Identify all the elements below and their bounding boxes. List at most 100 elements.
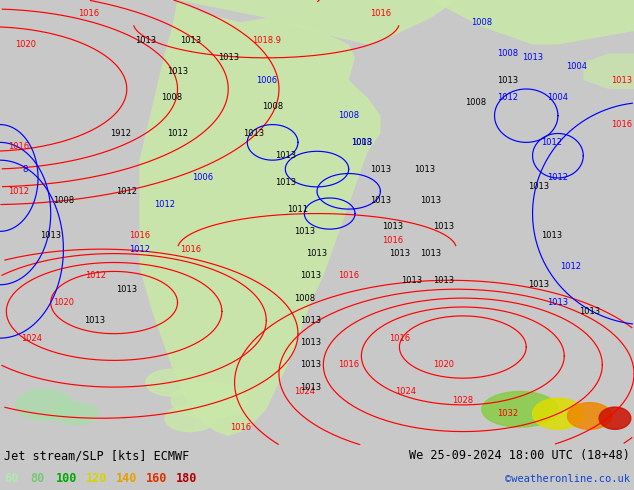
Text: 1013: 1013 xyxy=(611,75,632,85)
Text: 1013: 1013 xyxy=(179,36,201,45)
Text: 1016: 1016 xyxy=(382,236,404,245)
Text: 1016: 1016 xyxy=(338,271,359,280)
Text: 1013: 1013 xyxy=(420,196,442,205)
Text: 1013: 1013 xyxy=(433,276,455,285)
Text: 1013: 1013 xyxy=(300,360,321,369)
Text: 8: 8 xyxy=(23,165,28,173)
Text: 1012: 1012 xyxy=(167,129,188,138)
Text: 1016: 1016 xyxy=(78,9,100,18)
Text: 1018.9: 1018.9 xyxy=(252,36,281,45)
Text: 1012: 1012 xyxy=(129,245,150,254)
Text: 1013: 1013 xyxy=(351,138,372,147)
Text: 1013: 1013 xyxy=(300,316,321,325)
Text: 1016: 1016 xyxy=(179,245,201,254)
Text: 1013: 1013 xyxy=(370,165,391,173)
Text: 1013: 1013 xyxy=(579,307,600,316)
Text: 1013: 1013 xyxy=(541,231,562,240)
Text: We 25-09-2024 18:00 UTC (18+48): We 25-09-2024 18:00 UTC (18+48) xyxy=(409,449,630,463)
Text: 1013: 1013 xyxy=(401,276,423,285)
Text: 1012: 1012 xyxy=(116,187,138,196)
Polygon shape xyxy=(583,53,634,89)
Text: 1016: 1016 xyxy=(338,360,359,369)
Polygon shape xyxy=(146,369,197,396)
Text: 1013: 1013 xyxy=(547,298,569,307)
Text: 1012: 1012 xyxy=(541,138,562,147)
Text: 1013: 1013 xyxy=(275,178,296,187)
Text: 1008: 1008 xyxy=(351,138,372,147)
Text: 1013: 1013 xyxy=(528,182,550,192)
Polygon shape xyxy=(54,403,98,425)
Text: 1013: 1013 xyxy=(135,36,157,45)
Text: 1013: 1013 xyxy=(300,271,321,280)
Text: 1008: 1008 xyxy=(53,196,74,205)
Text: 1012: 1012 xyxy=(547,173,569,182)
Text: 1006: 1006 xyxy=(192,173,214,182)
Text: 1013: 1013 xyxy=(167,67,188,75)
Text: 1912: 1912 xyxy=(110,129,131,138)
Text: 1020: 1020 xyxy=(15,40,36,49)
Text: 140: 140 xyxy=(116,472,138,486)
Text: 1006: 1006 xyxy=(256,75,277,85)
Text: 1008: 1008 xyxy=(471,18,493,27)
Text: 1016: 1016 xyxy=(129,231,150,240)
Polygon shape xyxy=(599,407,631,429)
Text: 1013: 1013 xyxy=(300,338,321,347)
Polygon shape xyxy=(171,383,247,418)
Text: 1013: 1013 xyxy=(528,280,550,289)
Text: 1008: 1008 xyxy=(496,49,518,58)
Text: 1013: 1013 xyxy=(496,75,518,85)
Text: 1024: 1024 xyxy=(395,387,417,396)
Text: 1013: 1013 xyxy=(306,249,328,258)
Text: ©weatheronline.co.uk: ©weatheronline.co.uk xyxy=(505,474,630,484)
Text: 1013: 1013 xyxy=(275,151,296,160)
Text: 1020: 1020 xyxy=(433,360,455,369)
Text: 1012: 1012 xyxy=(84,271,106,280)
Text: 160: 160 xyxy=(146,472,167,486)
Polygon shape xyxy=(16,390,73,420)
Text: 1016: 1016 xyxy=(611,120,632,129)
Polygon shape xyxy=(165,405,216,432)
Text: 1013: 1013 xyxy=(433,222,455,231)
Text: 120: 120 xyxy=(86,472,107,486)
Text: 1028: 1028 xyxy=(452,396,474,405)
Text: 1016: 1016 xyxy=(389,334,410,343)
Text: 1013: 1013 xyxy=(300,383,321,392)
Text: 80: 80 xyxy=(30,472,44,486)
Text: 1008: 1008 xyxy=(338,111,359,120)
Text: 1013: 1013 xyxy=(217,53,239,62)
Text: 1020: 1020 xyxy=(53,298,74,307)
Text: 1013: 1013 xyxy=(382,222,404,231)
Text: 1012: 1012 xyxy=(496,94,518,102)
Text: 1016: 1016 xyxy=(370,9,391,18)
Text: 1013: 1013 xyxy=(243,129,264,138)
Text: 1012: 1012 xyxy=(8,187,30,196)
Text: 1013: 1013 xyxy=(420,249,442,258)
Text: 1012: 1012 xyxy=(154,200,176,209)
Text: 1004: 1004 xyxy=(566,62,588,71)
Text: 1024: 1024 xyxy=(21,334,42,343)
Text: 1013: 1013 xyxy=(522,53,543,62)
Text: 1016: 1016 xyxy=(8,142,30,151)
Text: 1013: 1013 xyxy=(389,249,410,258)
Text: 1008: 1008 xyxy=(262,102,283,111)
Text: 1024: 1024 xyxy=(294,387,315,396)
Text: 1013: 1013 xyxy=(414,165,436,173)
Polygon shape xyxy=(431,0,634,45)
Text: 1013: 1013 xyxy=(40,231,61,240)
Text: 1008: 1008 xyxy=(160,94,182,102)
Text: 1013: 1013 xyxy=(370,196,391,205)
Text: 1013: 1013 xyxy=(116,285,138,294)
Polygon shape xyxy=(482,392,558,427)
Text: 1011: 1011 xyxy=(287,205,309,214)
Text: 1008: 1008 xyxy=(294,294,315,303)
Text: 60: 60 xyxy=(4,472,18,486)
Text: 1013: 1013 xyxy=(294,227,315,236)
Polygon shape xyxy=(139,0,380,436)
Polygon shape xyxy=(178,0,456,45)
Text: 100: 100 xyxy=(56,472,77,486)
Text: 1016: 1016 xyxy=(230,422,252,432)
Polygon shape xyxy=(533,398,583,429)
Text: 1004: 1004 xyxy=(547,94,569,102)
Text: Jet stream/SLP [kts] ECMWF: Jet stream/SLP [kts] ECMWF xyxy=(4,449,190,463)
Text: 1008: 1008 xyxy=(465,98,486,107)
